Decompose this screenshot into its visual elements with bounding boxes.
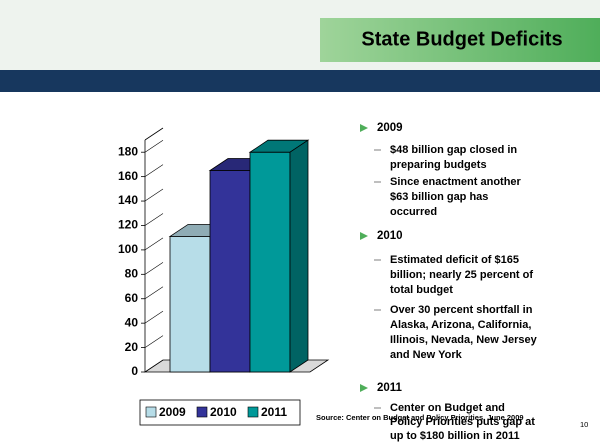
y-tick-label: 20 [125, 340, 139, 354]
legend-label: 2010 [210, 405, 237, 419]
sub-bullet-text: Over 30 percent shortfall in [390, 304, 533, 316]
sub-bullet-text: total budget [390, 284, 453, 296]
sub-bullet-text: and New York [390, 349, 463, 361]
sub-bullet-text: Estimated deficit of $165 [390, 254, 519, 266]
bar-side [289, 139, 309, 373]
y-tick-label: 0 [131, 364, 138, 378]
sub-bullet-text: preparing budgets [390, 159, 487, 171]
y-tick-diagonal [144, 335, 164, 348]
y-tick-label: 160 [118, 169, 138, 183]
bar [169, 236, 211, 373]
y-tick-label: 40 [125, 315, 139, 329]
sub-bullet-text: Illinois, Nevada, New Jersey [390, 334, 538, 346]
sub-bullet-text: billion; nearly 25 percent of [390, 269, 533, 281]
legend-swatch [145, 406, 157, 418]
legend-label: 2009 [159, 405, 186, 419]
legend-swatch [196, 406, 208, 418]
bullet-marker [360, 232, 368, 240]
page-number: 10 [580, 420, 588, 429]
y-tick-label: 100 [118, 242, 138, 256]
sub-bullet-text: occurred [390, 206, 437, 218]
sub-bullet-text: Policy Priorities puts gap at [390, 416, 535, 428]
y-tick-label: 140 [118, 193, 138, 207]
y-axis-back [144, 127, 164, 141]
y-tick-diagonal [144, 188, 164, 202]
y-tick-diagonal [144, 359, 164, 373]
y-tick-label: 80 [125, 266, 139, 280]
sub-bullet-text: $63 billion gap has [390, 191, 488, 203]
y-tick-diagonal [144, 237, 164, 251]
bullet-heading: 2010 [377, 230, 403, 242]
y-tick-label: 180 [118, 144, 138, 158]
bullet-heading: 2011 [377, 382, 403, 394]
slide-title: State Budget Deficits [361, 28, 562, 50]
legend-label: 2011 [261, 405, 287, 419]
y-tick-label: 120 [118, 218, 138, 232]
sub-bullet-text: Alaska, Arizona, California, [390, 319, 531, 331]
bullet-marker [360, 124, 368, 132]
sub-bullet-text: up to $180 billion in 2011 [390, 430, 520, 442]
y-tick-diagonal [144, 213, 164, 226]
y-tick-diagonal [144, 286, 164, 299]
title-box [320, 18, 600, 62]
y-tick-diagonal [144, 262, 164, 275]
y-tick-diagonal [144, 164, 164, 177]
bar [249, 151, 291, 373]
bar [209, 170, 251, 373]
sub-bullet-text: Since enactment another [390, 176, 522, 188]
y-tick-diagonal [144, 310, 164, 324]
sub-bullet-text: $48 billion gap closed in [390, 144, 517, 156]
sub-bullet-text: Center on Budget and [390, 402, 505, 414]
source-note: Source: Center on Budget and Policy Prio… [316, 413, 524, 422]
bullet-marker [360, 384, 368, 392]
legend-box [139, 399, 301, 426]
header-band [0, 70, 600, 92]
bullet-heading: 2009 [377, 122, 403, 134]
y-tick-label: 60 [125, 291, 139, 305]
y-tick-diagonal [144, 139, 164, 153]
legend-swatch [247, 406, 259, 418]
